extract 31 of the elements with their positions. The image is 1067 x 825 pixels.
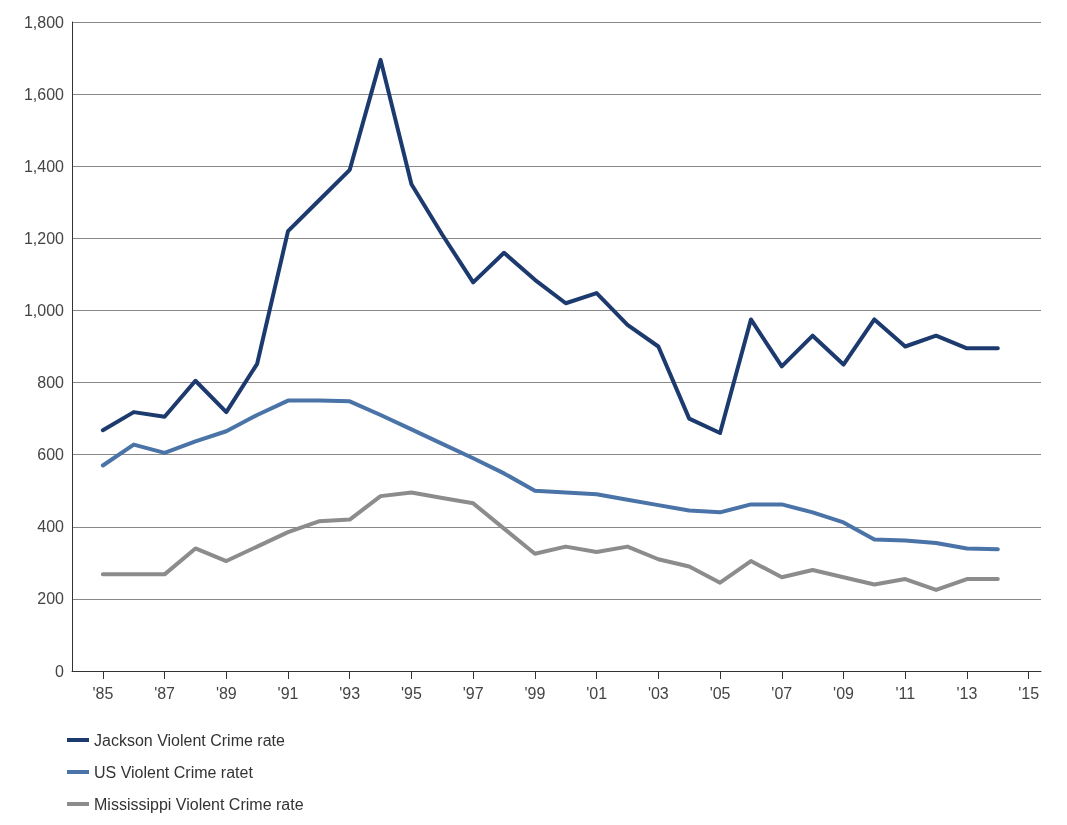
legend-label: Mississippi Violent Crime rate <box>94 795 304 813</box>
x-tick-label: '13 <box>956 684 978 702</box>
y-tick-label: 1,800 <box>23 13 65 31</box>
y-tick-label: 800 <box>37 374 65 392</box>
y-tick-label: 0 <box>55 662 65 680</box>
x-tick-label: '07 <box>771 684 793 702</box>
x-tick-label: '03 <box>647 684 669 702</box>
x-tick-label: '09 <box>833 684 855 702</box>
legend-label: Jackson Violent Crime rate <box>94 731 285 749</box>
y-tick-label: 600 <box>37 446 65 464</box>
x-tick-label: '11 <box>895 684 916 702</box>
x-tick-label: '05 <box>709 684 731 702</box>
y-tick-label: 200 <box>37 590 65 608</box>
line-series <box>100 57 1000 436</box>
y-tick-label: 1,400 <box>23 157 65 175</box>
x-tick-label: '85 <box>92 684 114 702</box>
x-tick-label: '91 <box>277 684 299 702</box>
x-tick-label: '97 <box>462 684 484 702</box>
x-tick-label: '93 <box>339 684 361 702</box>
x-tick-label: '99 <box>524 684 546 702</box>
x-tick-label: '95 <box>401 684 422 702</box>
x-tick-label: '89 <box>215 684 237 702</box>
line-series <box>100 398 1000 552</box>
y-tick-label: 400 <box>37 518 65 536</box>
legend-label: US Violent Crime ratet <box>94 763 254 781</box>
x-tick-label: '15 <box>1018 684 1040 702</box>
y-tick-label: 1,000 <box>23 301 65 319</box>
y-tick-label: 1,200 <box>23 229 65 247</box>
x-tick-label: '01 <box>586 684 608 702</box>
x-tick-label: '87 <box>154 684 176 702</box>
y-tick-label: 1,600 <box>23 85 65 103</box>
